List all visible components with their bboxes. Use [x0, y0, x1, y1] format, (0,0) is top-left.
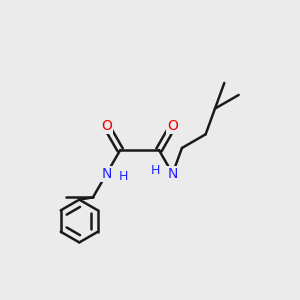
Text: N: N [101, 167, 112, 181]
Text: H: H [151, 164, 160, 177]
Text: O: O [101, 119, 112, 133]
Text: O: O [167, 119, 178, 133]
Text: H: H [118, 170, 128, 183]
Text: N: N [167, 167, 178, 181]
